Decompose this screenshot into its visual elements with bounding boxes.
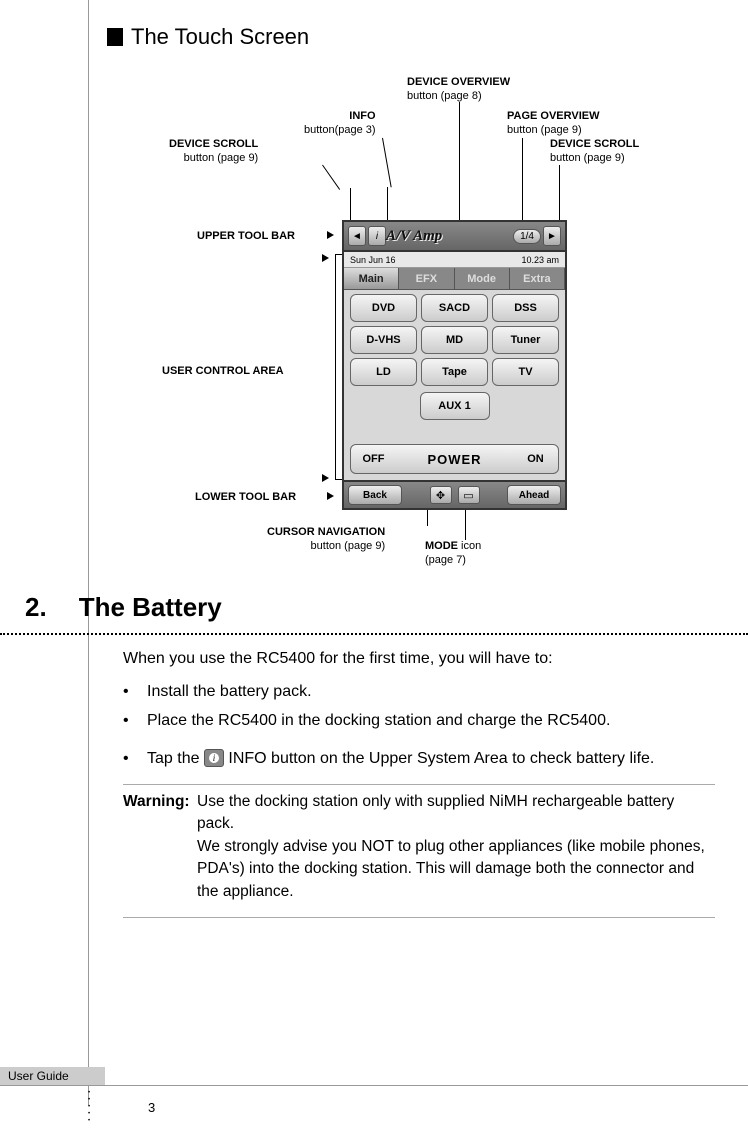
page-indicator[interactable]: 1/4 bbox=[513, 229, 541, 244]
dotted-divider bbox=[0, 633, 748, 635]
vertical-dots: ••••• bbox=[88, 1090, 90, 1125]
label-user-control-area: USER CONTROL AREA bbox=[162, 365, 284, 377]
touch-screen-diagram: DEVICE OVERVIEW button (page 8) INFO but… bbox=[107, 70, 725, 580]
tab-extra[interactable]: Extra bbox=[510, 268, 565, 289]
grid-btn-tape[interactable]: Tape bbox=[421, 358, 488, 386]
device-top-toolbar: ◄ i A/V Amp 1/4 ► bbox=[344, 222, 565, 252]
scroll-right-button[interactable]: ► bbox=[543, 226, 561, 246]
connector-line bbox=[322, 165, 340, 190]
grid-btn-sacd[interactable]: SACD bbox=[421, 294, 488, 322]
bullet-2: • Place the RC5400 in the docking statio… bbox=[123, 709, 715, 732]
grid-btn-dvd[interactable]: DVD bbox=[350, 294, 417, 322]
connector-line bbox=[522, 138, 523, 225]
back-button[interactable]: Back bbox=[348, 485, 402, 505]
callout-page-overview: PAGE OVERVIEW button (page 9) bbox=[507, 110, 600, 138]
callout-mode: MODE icon (page 7) bbox=[425, 540, 481, 568]
warning-block: Warning: Use the docking station only wi… bbox=[123, 791, 715, 903]
callout-cursor-navigation: CURSOR NAVIGATION button (page 9) bbox=[267, 526, 385, 554]
bullet-3: • Tap the i INFO button on the Upper Sys… bbox=[123, 747, 715, 770]
warning-text: Use the docking station only with suppli… bbox=[197, 791, 715, 903]
arrow-icon bbox=[322, 254, 329, 262]
grid-btn-dss[interactable]: DSS bbox=[492, 294, 559, 322]
tab-main[interactable]: Main bbox=[344, 268, 399, 289]
connector-line bbox=[427, 510, 428, 526]
horizontal-bottom-line bbox=[0, 1085, 748, 1086]
title-block-icon bbox=[107, 28, 123, 46]
callout-info: INFO button(page 3) bbox=[304, 110, 376, 138]
connector-line bbox=[465, 510, 466, 540]
connector-line bbox=[559, 165, 560, 225]
callout-device-scroll-right: DEVICE SCROLL button (page 9) bbox=[550, 138, 639, 166]
arrow-icon bbox=[322, 474, 329, 482]
callout-device-scroll-left: DEVICE SCROLL button (page 9) bbox=[169, 138, 258, 166]
grid-btn-dvhs[interactable]: D-VHS bbox=[350, 326, 417, 354]
mode-icon[interactable]: ▭ bbox=[458, 486, 480, 504]
section2-number: 2. bbox=[25, 592, 47, 623]
scroll-left-button[interactable]: ◄ bbox=[348, 226, 366, 246]
grid-btn-tv[interactable]: TV bbox=[492, 358, 559, 386]
device-screen: ◄ i A/V Amp 1/4 ► Sun Jun 16 10.23 am Ma… bbox=[342, 220, 567, 510]
section2: 2. The Battery When you use the RC5400 f… bbox=[85, 592, 725, 918]
page-number: 3 bbox=[148, 1100, 155, 1115]
status-date: Sun Jun 16 bbox=[350, 255, 396, 265]
grid-btn-aux1[interactable]: AUX 1 bbox=[420, 392, 490, 420]
label-upper-tool-bar: UPPER TOOL BAR bbox=[197, 230, 295, 242]
warning-label: Warning: bbox=[123, 791, 197, 903]
section2-intro: When you use the RC5400 for the first ti… bbox=[123, 647, 715, 670]
arrow-icon bbox=[327, 231, 334, 239]
bullet-1: • Install the battery pack. bbox=[123, 680, 715, 703]
ahead-button[interactable]: Ahead bbox=[507, 485, 561, 505]
footer-tab: User Guide bbox=[0, 1067, 105, 1085]
grid-btn-tuner[interactable]: Tuner bbox=[492, 326, 559, 354]
info-icon: i bbox=[204, 749, 224, 767]
arrow-icon bbox=[327, 492, 334, 500]
divider bbox=[123, 784, 715, 785]
section1-title: The Touch Screen bbox=[131, 24, 309, 50]
device-grid: DVD SACD DSS D-VHS MD Tuner LD Tape TV bbox=[344, 290, 565, 390]
section2-title: The Battery bbox=[79, 592, 222, 623]
label-lower-tool-bar: LOWER TOOL BAR bbox=[195, 491, 296, 503]
power-on-button[interactable]: ON bbox=[513, 453, 558, 465]
connector-line bbox=[459, 102, 460, 220]
device-tabs: Main EFX Mode Extra bbox=[344, 268, 565, 290]
tab-efx[interactable]: EFX bbox=[399, 268, 454, 289]
power-label: POWER bbox=[396, 452, 513, 467]
connector-line bbox=[382, 138, 392, 187]
grid-btn-md[interactable]: MD bbox=[421, 326, 488, 354]
device-status-bar: Sun Jun 16 10.23 am bbox=[344, 252, 565, 268]
power-row: OFF POWER ON bbox=[350, 444, 559, 474]
divider bbox=[123, 917, 715, 918]
bracket-icon bbox=[335, 254, 336, 480]
power-off-button[interactable]: OFF bbox=[351, 453, 396, 465]
device-bottom-toolbar: Back ✥ ▭ Ahead bbox=[344, 480, 565, 508]
callout-device-overview: DEVICE OVERVIEW button (page 8) bbox=[407, 76, 510, 104]
info-button[interactable]: i bbox=[368, 226, 386, 246]
device-title[interactable]: A/V Amp bbox=[386, 228, 442, 245]
cursor-nav-icon[interactable]: ✥ bbox=[430, 486, 452, 504]
grid-btn-ld[interactable]: LD bbox=[350, 358, 417, 386]
status-time: 10.23 am bbox=[521, 255, 559, 265]
section1-header: The Touch Screen bbox=[107, 24, 725, 50]
tab-mode[interactable]: Mode bbox=[455, 268, 510, 289]
